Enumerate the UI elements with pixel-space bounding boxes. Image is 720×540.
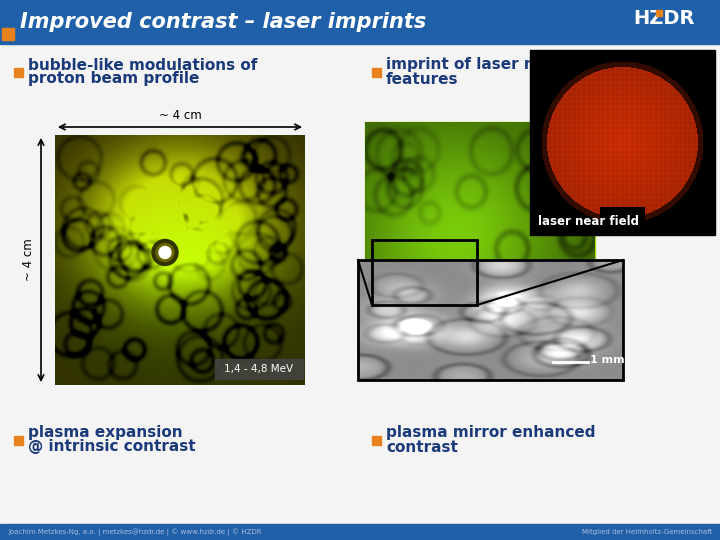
- Text: Joachim Metzkes-Ng, a.o. | metzkes@hzdr.de | © www.hzdr.de | © HZDR: Joachim Metzkes-Ng, a.o. | metzkes@hzdr.…: [8, 528, 261, 536]
- Bar: [358, 260, 623, 380]
- Text: laser near field: laser near field: [538, 215, 639, 228]
- Bar: [365, 122, 595, 372]
- Text: bubble-like modulations of: bubble-like modulations of: [28, 57, 257, 72]
- Bar: [0, 0, 720, 44]
- Bar: [372, 68, 381, 77]
- Text: ~ 4 cm: ~ 4 cm: [22, 239, 35, 281]
- Text: 1 mm: 1 mm: [590, 355, 625, 365]
- Text: 1,4 - 4,8 MeV: 1,4 - 4,8 MeV: [225, 364, 294, 374]
- Text: Improved contrast – laser imprints: Improved contrast – laser imprints: [20, 12, 426, 32]
- Bar: [372, 435, 381, 444]
- Text: imprint of laser near field: imprint of laser near field: [386, 57, 606, 72]
- Text: plasma expansion: plasma expansion: [28, 426, 183, 441]
- Bar: [372, 240, 477, 305]
- Text: @ intrinsic contrast: @ intrinsic contrast: [28, 440, 196, 455]
- Bar: [215, 359, 303, 379]
- Text: ~ 4 cm: ~ 4 cm: [158, 109, 202, 122]
- Bar: [14, 435, 23, 444]
- Text: HZDR: HZDR: [634, 9, 695, 28]
- Bar: [14, 68, 23, 77]
- Bar: [2, 28, 14, 40]
- Circle shape: [159, 246, 171, 259]
- Circle shape: [152, 240, 178, 266]
- Bar: [0, 524, 720, 540]
- Text: Mitglied der Helmholtz-Gemeinschaft: Mitglied der Helmholtz-Gemeinschaft: [582, 529, 712, 535]
- Bar: [530, 50, 715, 235]
- Text: plasma mirror enhanced: plasma mirror enhanced: [386, 426, 595, 441]
- Text: features: features: [386, 71, 459, 86]
- Circle shape: [156, 244, 174, 261]
- Text: contrast: contrast: [386, 440, 458, 455]
- Text: proton beam profile: proton beam profile: [28, 71, 199, 86]
